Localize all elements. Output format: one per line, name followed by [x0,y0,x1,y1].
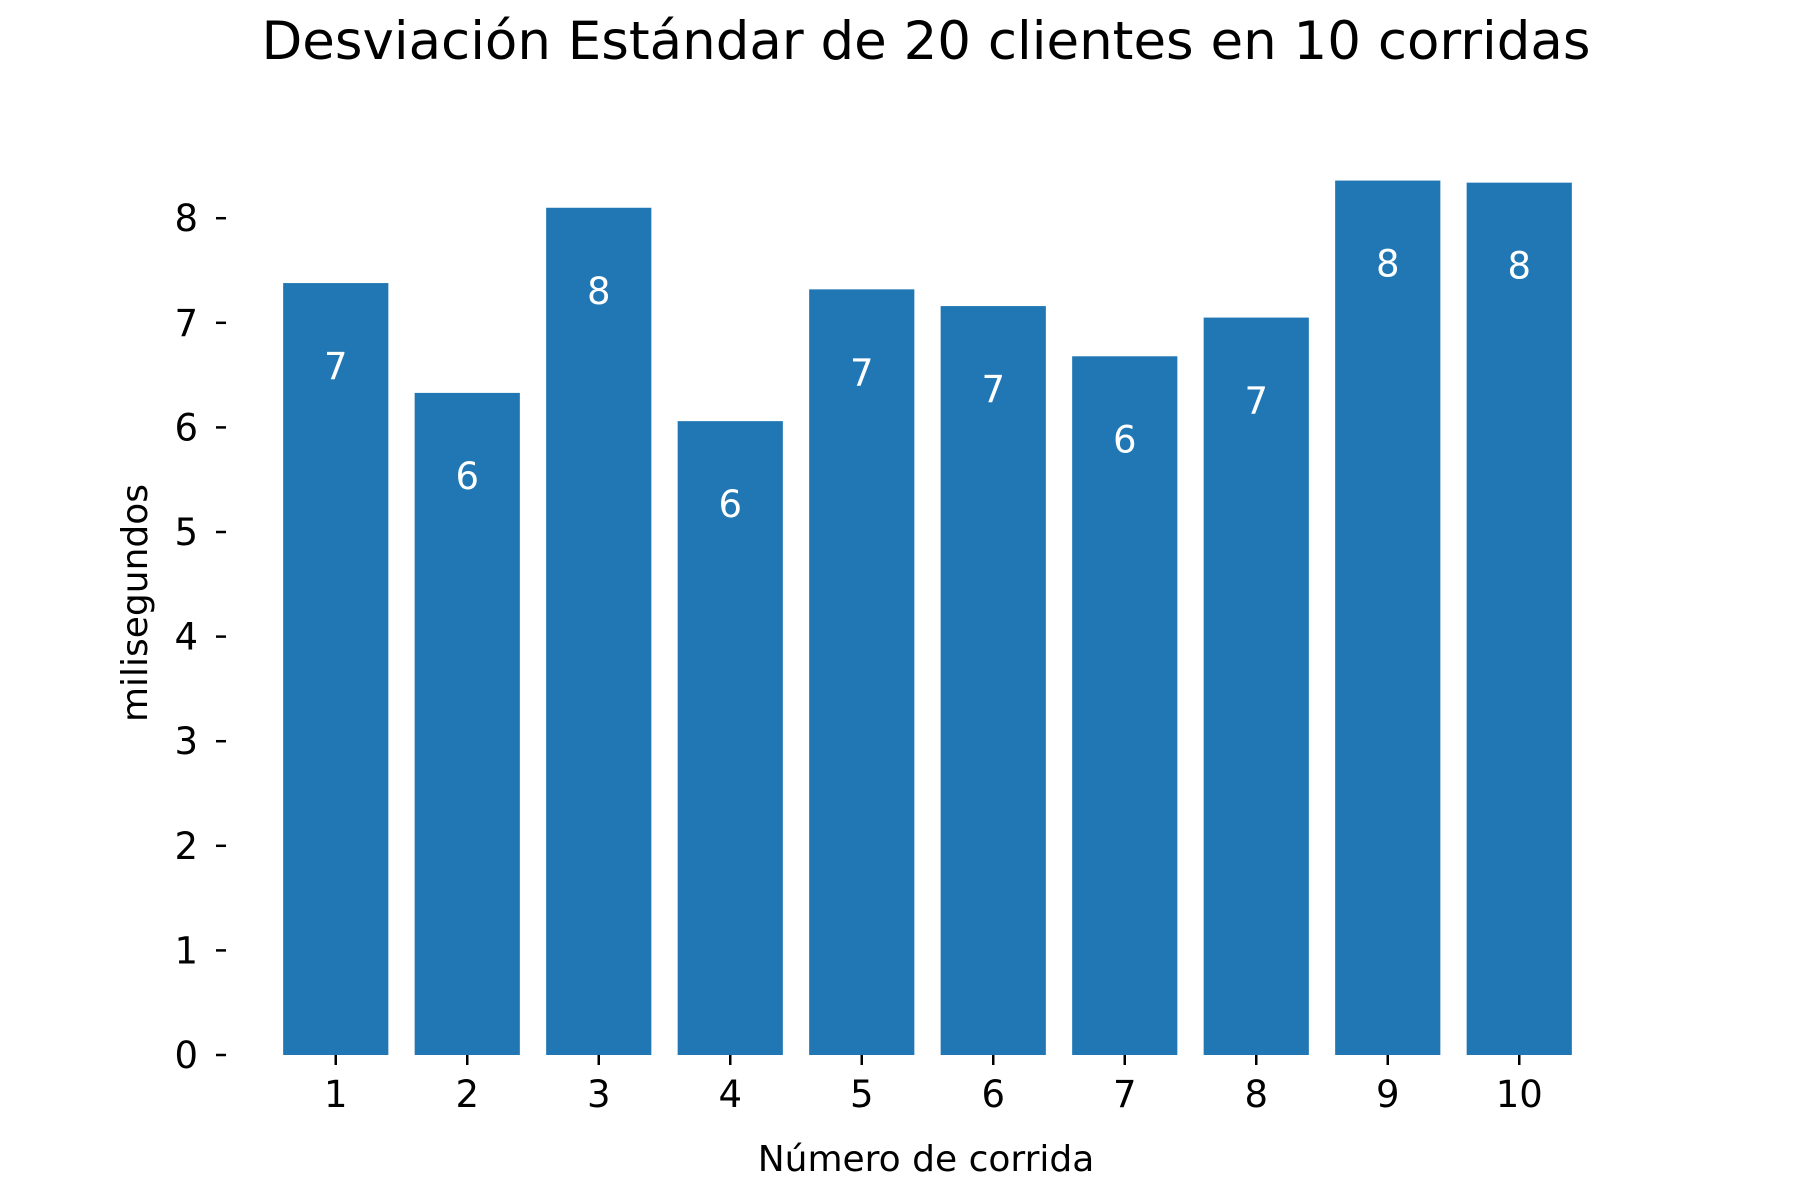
bar-9 [1335,180,1441,1055]
x-tick-label-2: 2 [455,1073,479,1116]
y-tick-label-6: 6 [174,406,198,449]
bar-value-label-3: 8 [587,270,611,313]
x-tick-label-9: 9 [1376,1073,1400,1116]
bar-5 [809,289,915,1055]
bar-6 [940,306,1046,1056]
x-axis-ticks: 1 2 3 4 5 6 7 8 9 10 [324,1055,1543,1116]
y-axis-ticks: 0 1 2 3 4 5 6 7 8 [174,197,226,1077]
y-tick-label-7: 7 [174,302,198,345]
x-tick-label-4: 4 [718,1073,742,1116]
bar-3 [546,207,652,1056]
bar-10 [1466,182,1572,1056]
x-tick-label-8: 8 [1244,1073,1268,1116]
y-tick-label-8: 8 [174,197,198,240]
bar-value-label-4: 6 [718,483,742,526]
x-tick-label-3: 3 [587,1073,611,1116]
bar-value-label-2: 6 [455,455,479,498]
bar-value-label-6: 7 [981,368,1005,411]
bar-value-label-8: 7 [1244,380,1268,423]
bar-labels: 7 6 8 6 7 7 6 7 8 8 [324,243,1531,527]
y-tick-label-4: 4 [174,616,198,659]
x-tick-label-5: 5 [850,1073,874,1116]
y-tick-label-3: 3 [174,720,198,763]
x-tick-label-1: 1 [324,1073,348,1116]
x-tick-label-6: 6 [981,1073,1005,1116]
bar-value-label-9: 8 [1376,243,1400,286]
x-axis-label: Número de corrida [758,1139,1095,1180]
bar-value-label-1: 7 [324,345,348,388]
bar-4 [677,421,783,1055]
bar-1 [283,283,389,1055]
bar-2 [414,392,520,1055]
y-tick-label-5: 5 [174,511,198,554]
bar-value-label-7: 6 [1113,418,1137,461]
y-tick-label-2: 2 [174,825,198,868]
bars [283,180,1572,1056]
bar-7 [1072,356,1178,1055]
y-axis-label: milisegundos [115,484,156,722]
chart-title: Desviación Estándar de 20 clientes en 10… [261,11,1590,72]
bar-value-label-5: 7 [850,351,874,394]
x-tick-label-10: 10 [1496,1073,1543,1116]
x-tick-label-7: 7 [1113,1073,1137,1116]
bar-8 [1203,317,1309,1056]
bar-value-label-10: 8 [1507,245,1531,288]
y-tick-label-1: 1 [174,929,198,972]
y-tick-label-0: 0 [174,1034,198,1077]
